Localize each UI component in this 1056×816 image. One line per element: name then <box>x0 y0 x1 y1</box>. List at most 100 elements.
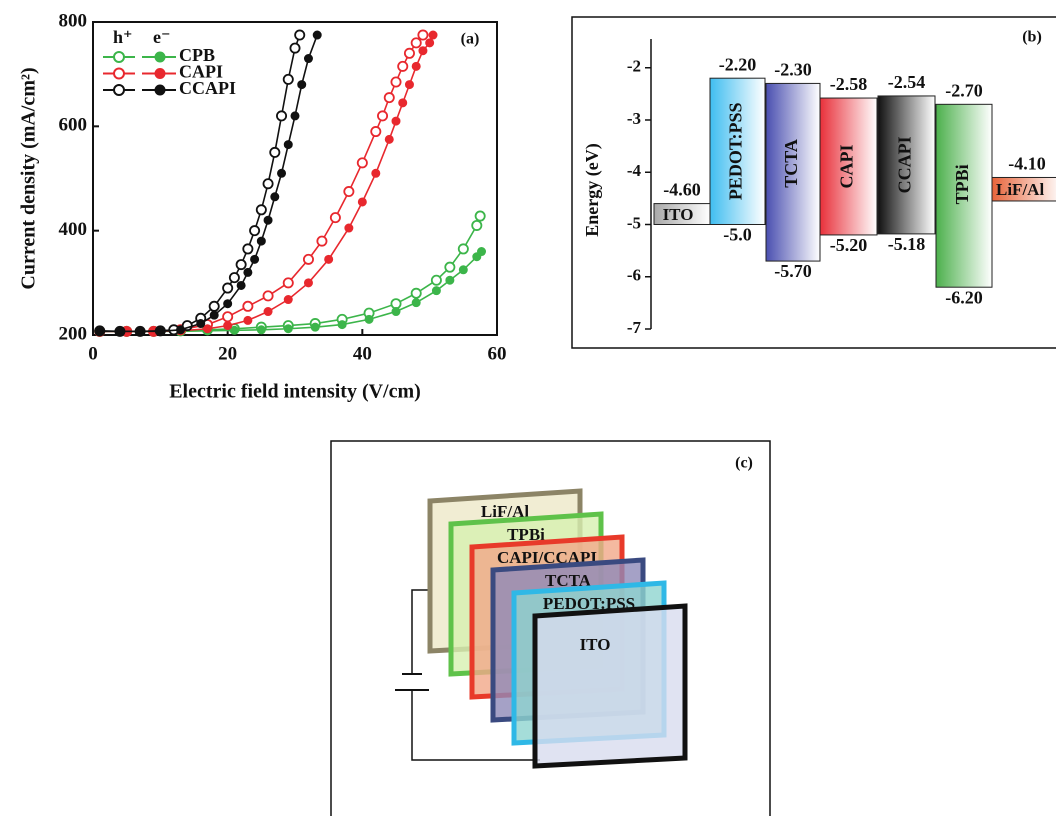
open-marker <box>410 287 422 299</box>
bottom-level-label: -5.70 <box>774 261 812 281</box>
filled-marker <box>411 298 421 308</box>
legend-label: CCAPI <box>179 78 236 98</box>
filled-marker <box>428 30 438 40</box>
layer-name: CAPI <box>837 144 857 188</box>
panel-frame <box>571 16 1056 349</box>
filled-marker <box>256 325 266 335</box>
series-line <box>99 34 424 333</box>
open-marker <box>403 47 415 59</box>
layer-label: ITO <box>580 635 611 654</box>
open-marker <box>377 110 389 122</box>
plot-frame <box>92 21 498 336</box>
open-marker <box>208 300 220 312</box>
layer-label: TPBi <box>507 525 545 544</box>
energy-level-box <box>877 95 936 235</box>
x-axis-label: Electric field intensity (V/cm) <box>169 381 421 403</box>
filled-marker <box>477 247 487 257</box>
open-marker <box>276 110 288 122</box>
filled-marker <box>135 326 145 336</box>
filled-marker <box>155 326 165 336</box>
x-tick-label: 60 <box>488 343 507 364</box>
layer-name: TCTA <box>781 139 801 188</box>
filled-marker <box>458 265 468 275</box>
open-marker <box>457 243 469 255</box>
panel-label: (c) <box>735 455 753 472</box>
open-marker <box>430 274 442 286</box>
filled-marker <box>196 319 206 329</box>
layer-name: TPBi <box>952 164 972 204</box>
filled-marker <box>290 111 300 121</box>
open-marker <box>228 272 240 284</box>
filled-marker <box>431 286 441 296</box>
filled-marker <box>202 324 212 334</box>
open-marker <box>343 186 355 198</box>
top-level-label: -4.60 <box>663 180 701 200</box>
y-tick-label: 200 <box>59 323 88 344</box>
filled-marker <box>209 310 219 320</box>
panel-frame <box>330 440 771 816</box>
filled-marker <box>404 80 414 90</box>
filled-marker <box>445 275 455 285</box>
open-marker <box>444 261 456 273</box>
series-line <box>99 215 481 333</box>
open-marker <box>222 282 234 294</box>
top-level-label: -2.54 <box>888 72 926 92</box>
open-marker <box>255 204 267 216</box>
bottom-level-label: -5.18 <box>888 234 926 254</box>
top-level-label: -4.10 <box>1008 154 1046 174</box>
legend-marker <box>113 84 125 96</box>
filled-marker <box>337 320 347 330</box>
open-marker <box>329 212 341 224</box>
legend-label: CPB <box>179 45 215 65</box>
filled-marker <box>277 168 287 178</box>
energy-level-box <box>709 77 766 225</box>
filled-marker <box>344 223 354 233</box>
filled-marker <box>243 315 253 325</box>
open-marker <box>474 210 486 222</box>
filled-marker <box>312 30 322 40</box>
legend-label: CAPI <box>179 62 223 82</box>
filled-marker <box>364 314 374 324</box>
layer-name: ITO <box>663 205 694 224</box>
filled-marker <box>303 54 313 64</box>
filled-marker <box>115 326 125 336</box>
energy-level-box <box>935 103 993 288</box>
energy-level-box <box>819 97 878 236</box>
filled-marker <box>310 322 320 332</box>
filled-marker <box>236 280 246 290</box>
legend-marker <box>113 67 125 80</box>
open-marker <box>282 73 294 85</box>
top-level-label: -2.30 <box>774 60 812 80</box>
layer-label: PEDOT:PSS <box>543 594 635 613</box>
layer-name: CCAPI <box>895 136 915 193</box>
legend-marker <box>113 51 125 63</box>
filled-marker <box>263 307 273 317</box>
filled-marker <box>418 46 428 56</box>
filled-marker <box>283 324 293 334</box>
layer-label: LiF/Al <box>481 502 529 521</box>
open-marker <box>383 92 395 104</box>
legend-marker <box>154 68 166 79</box>
y-tick-label: -3 <box>627 109 641 128</box>
open-marker <box>242 300 254 312</box>
open-marker <box>222 311 234 323</box>
top-level-label: -2.58 <box>830 74 868 94</box>
y-tick-label: 400 <box>59 219 88 240</box>
open-marker <box>302 253 314 265</box>
x-tick-label: 20 <box>218 343 237 364</box>
bottom-level-label: -6.20 <box>945 287 983 307</box>
filled-marker <box>256 236 266 246</box>
open-marker <box>282 277 294 289</box>
filled-marker <box>357 197 367 207</box>
filled-marker <box>243 267 253 277</box>
filled-marker <box>223 321 233 331</box>
y-tick-label: -7 <box>627 318 642 337</box>
filled-marker <box>263 215 273 225</box>
open-marker <box>316 235 328 247</box>
filled-marker <box>250 254 260 264</box>
y-axis-label: Energy (eV) <box>582 143 603 236</box>
filled-marker <box>391 116 401 126</box>
filled-marker <box>398 98 408 108</box>
open-marker <box>294 29 306 41</box>
filled-marker <box>371 168 381 178</box>
